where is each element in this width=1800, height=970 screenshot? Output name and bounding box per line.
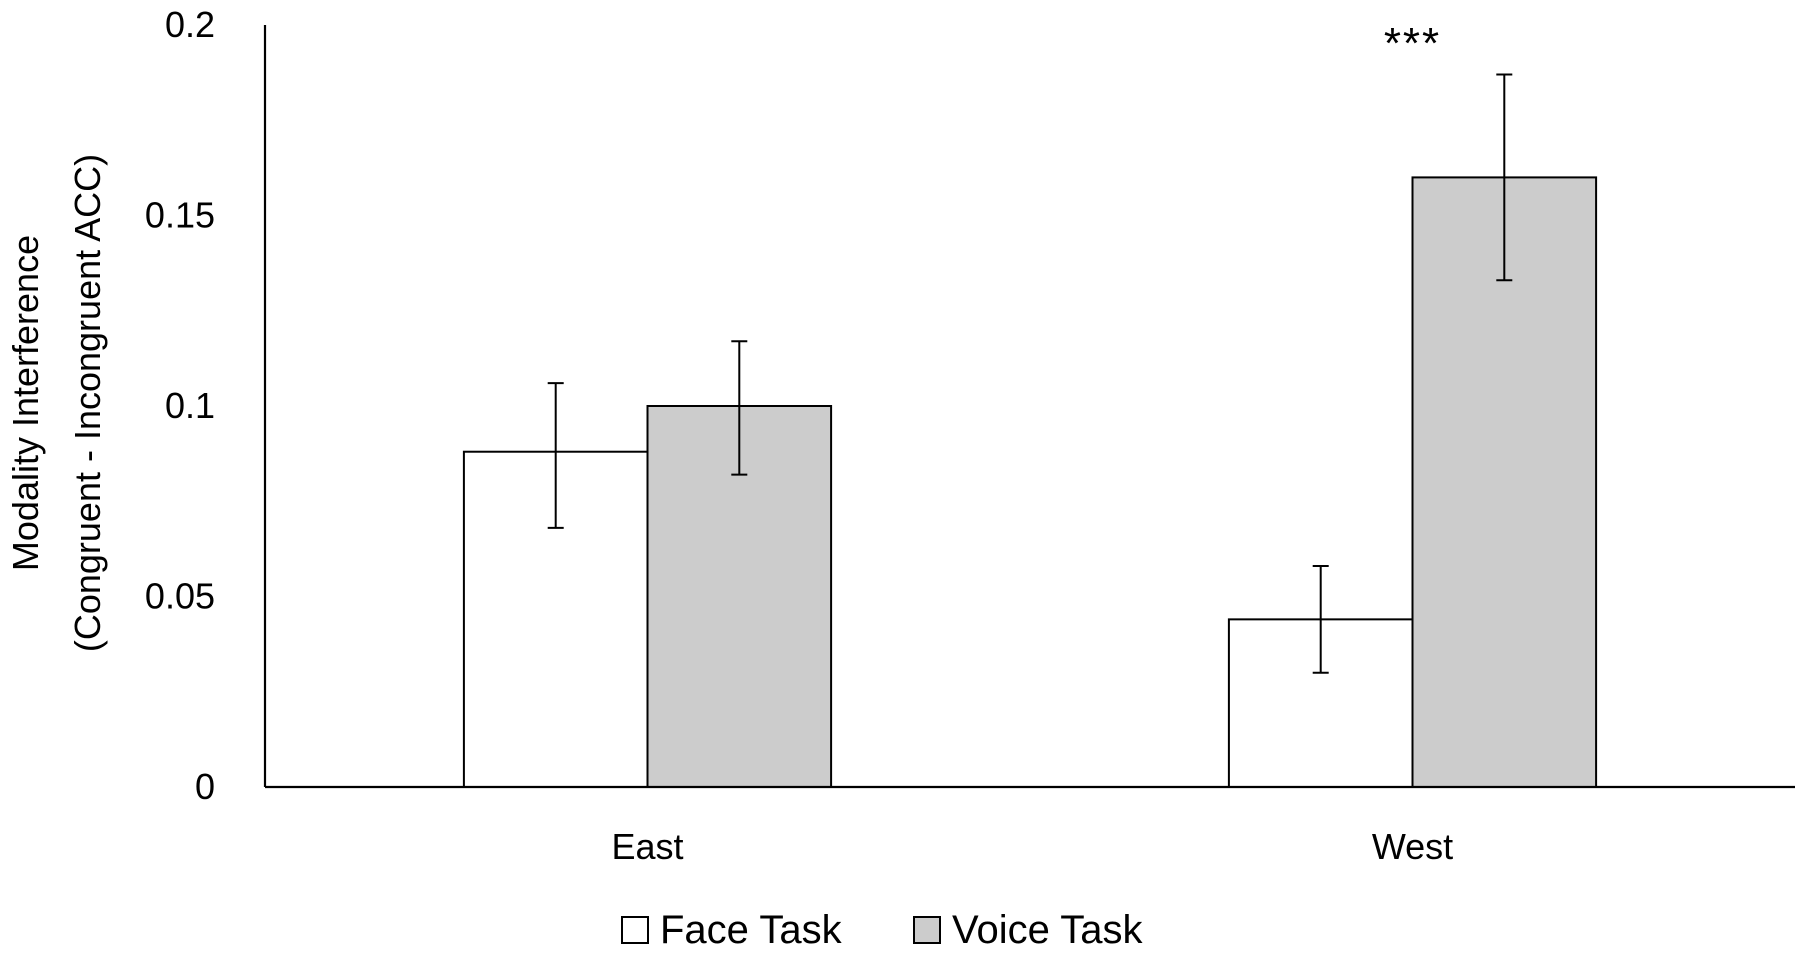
y-tick-label: 0.15 bbox=[145, 195, 215, 236]
legend: Face Task Voice Task bbox=[621, 908, 1143, 952]
error-bar bbox=[547, 382, 564, 529]
significance-marker: *** bbox=[1384, 19, 1441, 68]
bars bbox=[462, 176, 1598, 788]
annotations: *** bbox=[1384, 19, 1441, 68]
y-axis-ticks: 0 0.05 0.1 0.15 0.2 bbox=[145, 4, 215, 807]
error-bar bbox=[731, 340, 748, 476]
legend-item: Voice Task bbox=[913, 908, 1143, 952]
error-bar bbox=[1496, 73, 1513, 282]
y-tick-label: 0.1 bbox=[165, 385, 215, 426]
legend-label: Voice Task bbox=[952, 908, 1143, 952]
y-axis-title-line-2: (Congruent - Incongruent ACC) bbox=[67, 154, 108, 652]
legend-swatch bbox=[621, 916, 649, 944]
y-axis-title: Modality Interference (Congruent - Incon… bbox=[5, 154, 108, 652]
error-bars bbox=[547, 73, 1513, 674]
x-axis-labels: East West bbox=[611, 826, 1453, 867]
x-category-label: West bbox=[1372, 826, 1453, 867]
x-category-label: East bbox=[611, 826, 683, 867]
error-bar bbox=[1312, 565, 1329, 674]
y-tick-label: 0 bbox=[195, 766, 215, 807]
legend-item: Face Task bbox=[621, 908, 843, 952]
y-axis-title-line-1: Modality Interference bbox=[5, 235, 46, 571]
legend-swatch bbox=[913, 916, 941, 944]
y-tick-label: 0.05 bbox=[145, 576, 215, 617]
y-tick-label: 0.2 bbox=[165, 4, 215, 45]
legend-label: Face Task bbox=[660, 908, 843, 952]
